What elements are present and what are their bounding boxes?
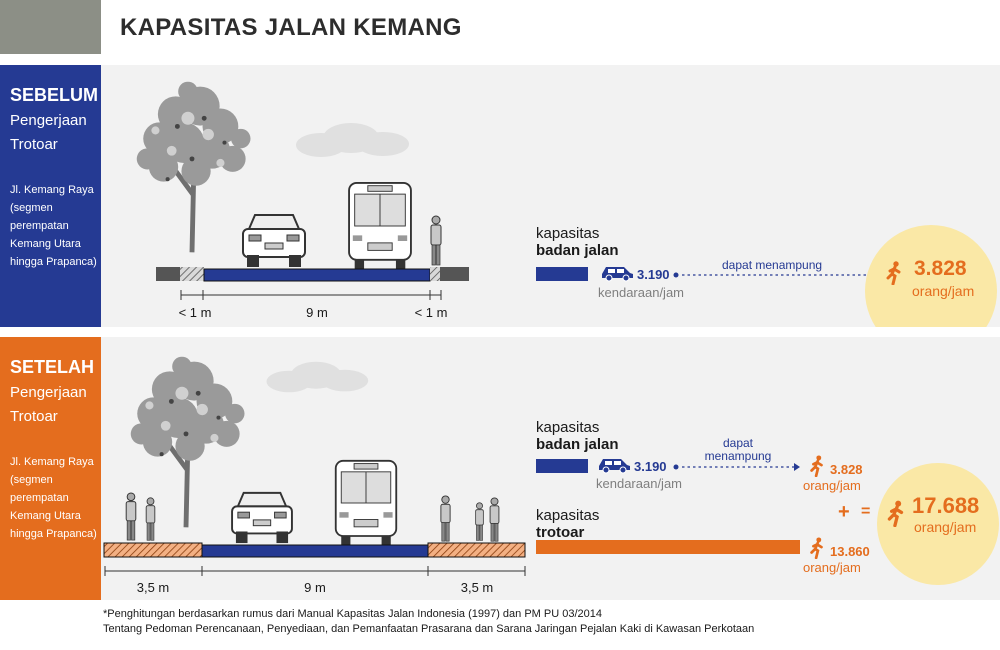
after-sublabel: Pengerjaan Trotoar (10, 381, 87, 429)
footnote: *Penghitungan berdasarkan rumus dari Man… (103, 607, 754, 637)
pedestrian-icon (145, 497, 156, 541)
before-road-label-line-2: badan jalan (536, 242, 619, 259)
after-location-line: Jl. Kemang Raya (10, 456, 94, 468)
before-dim-left: < 1 m (179, 305, 212, 320)
after-road-capacity-label: kapasitas badan jalan (536, 419, 619, 453)
after-label: SETELAH (10, 357, 95, 377)
after-road (201, 544, 429, 558)
after-sublabel-line-1: Pengerjaan (10, 384, 87, 401)
before-street-illustration: < 1 m 9 m < 1 m (101, 65, 469, 320)
pedestrian-icon (125, 492, 137, 541)
after-location-line: Kemang Utara (10, 510, 81, 522)
equals-sign: = (861, 503, 871, 520)
walking-person-icon (810, 455, 823, 477)
before-link-text: dapat menampung (722, 258, 823, 272)
car-icon (231, 491, 293, 545)
after-sidewalk-people-count: 13.860 (830, 544, 870, 559)
before-people-count: 3.828 (914, 257, 967, 280)
after-dotted-arrow (673, 463, 800, 471)
after-dim-right: 3,5 m (461, 580, 494, 595)
after-road-people-count: 3.828 (830, 462, 863, 477)
after-location-line: (segmen (10, 474, 53, 486)
before-dim-road: 9 m (306, 305, 328, 320)
before-sidebar: SEBELUM Pengerjaan Trotoar Jl. Kemang Ra… (0, 65, 101, 327)
after-sidewalk-people-unit: orang/jam (803, 560, 861, 575)
walking-person-icon (887, 500, 904, 527)
before-sidewalk-left (180, 267, 204, 281)
before-dotted-arrow (673, 271, 878, 279)
after-vehicle-unit: kendaraan/jam (596, 476, 682, 491)
after-dim-road: 9 m (304, 580, 326, 595)
header-color-block (0, 0, 101, 54)
before-road-capacity-label: kapasitas badan jalan (536, 225, 619, 259)
pedestrian-icon (430, 215, 442, 266)
pedestrian-icon (440, 495, 451, 542)
cloud-icon (266, 361, 369, 393)
after-location: Jl. Kemang Raya (segmen perempatan Keman… (10, 453, 102, 543)
footnote-line-2: Tentang Pedoman Perencanaan, Penyediaan,… (103, 623, 755, 635)
before-location-line: (segmen (10, 202, 53, 214)
after-location-line: hingga Prapanca) (10, 528, 97, 540)
after-link-text: dapat menampung (701, 437, 775, 463)
after-link-text-line-1: dapat (722, 436, 754, 450)
after-location-line: perempatan (10, 492, 69, 504)
footnote-line-1: *Penghitungan berdasarkan rumus dari Man… (103, 608, 602, 620)
after-panel: SETELAH Pengerjaan Trotoar Jl. Kemang Ra… (0, 337, 1000, 600)
after-sidewalk-label-line-1: kapasitas (536, 507, 600, 524)
before-sidewalk-right (430, 267, 440, 281)
after-road-people-unit: orang/jam (803, 478, 861, 493)
after-sublabel-line-2: Trotoar (10, 408, 58, 425)
pedestrian-icon (489, 497, 500, 542)
before-location-line: perempatan (10, 220, 69, 232)
before-sublabel-line-1: Pengerjaan (10, 112, 87, 129)
total-people-unit: orang/jam (914, 519, 977, 535)
before-result-circle (865, 225, 997, 327)
before-road-capacity-bar (536, 267, 588, 281)
tree-icon (137, 82, 251, 253)
after-sidewalk-label-line-2: trotoar (536, 524, 585, 541)
bus-icon (348, 181, 412, 271)
before-panel: SEBELUM Pengerjaan Trotoar Jl. Kemang Ra… (0, 65, 1000, 327)
bus-icon (334, 459, 398, 547)
before-vehicle-count: 3.190 (637, 267, 670, 282)
before-vehicle-unit: kendaraan/jam (598, 285, 684, 300)
after-road-capacity-bar (536, 459, 588, 473)
before-location-line: hingga Prapanca) (10, 256, 97, 268)
after-sidewalk-left (103, 542, 203, 558)
after-road-label-line-1: kapasitas (536, 419, 600, 436)
plus-sign: + (838, 501, 850, 523)
after-link-text-line-2: menampung (704, 449, 772, 463)
page-title: KAPASITAS JALAN KEMANG (120, 14, 462, 41)
total-people-count: 17.688 (912, 493, 980, 518)
after-sidewalk-capacity-bar (536, 540, 800, 554)
before-sublabel: Pengerjaan Trotoar (10, 109, 87, 157)
cloud-icon (296, 123, 409, 157)
before-people-unit: orang/jam (912, 283, 975, 299)
after-road-label-line-2: badan jalan (536, 436, 619, 453)
before-location-line: Jl. Kemang Raya (10, 184, 94, 196)
before-dim-right: < 1 m (415, 305, 448, 320)
walking-person-icon (810, 537, 823, 559)
walking-person-icon (886, 261, 901, 285)
after-sidewalk-capacity-label: kapasitas trotoar (536, 507, 599, 541)
after-sidewalk-right (427, 542, 526, 558)
after-vehicle-count: 3.190 (634, 459, 667, 474)
before-location: Jl. Kemang Raya (segmen perempatan Keman… (10, 181, 102, 271)
before-result-circle-wrap (860, 225, 1000, 327)
after-dim-left: 3,5 m (137, 580, 170, 595)
before-label: SEBELUM (10, 85, 99, 105)
car-icon (601, 266, 634, 282)
car-icon (598, 458, 631, 474)
pedestrian-icon (475, 502, 484, 541)
before-location-line: Kemang Utara (10, 238, 81, 250)
after-sidebar: SETELAH Pengerjaan Trotoar Jl. Kemang Ra… (0, 337, 101, 600)
before-road-label-line-1: kapasitas (536, 225, 600, 242)
before-sublabel-line-2: Trotoar (10, 136, 58, 153)
car-icon (242, 214, 306, 268)
before-road (203, 268, 431, 282)
after-street-illustration: 3,5 m 9 m 3,5 m (103, 337, 526, 595)
after-result-circle (877, 463, 999, 585)
